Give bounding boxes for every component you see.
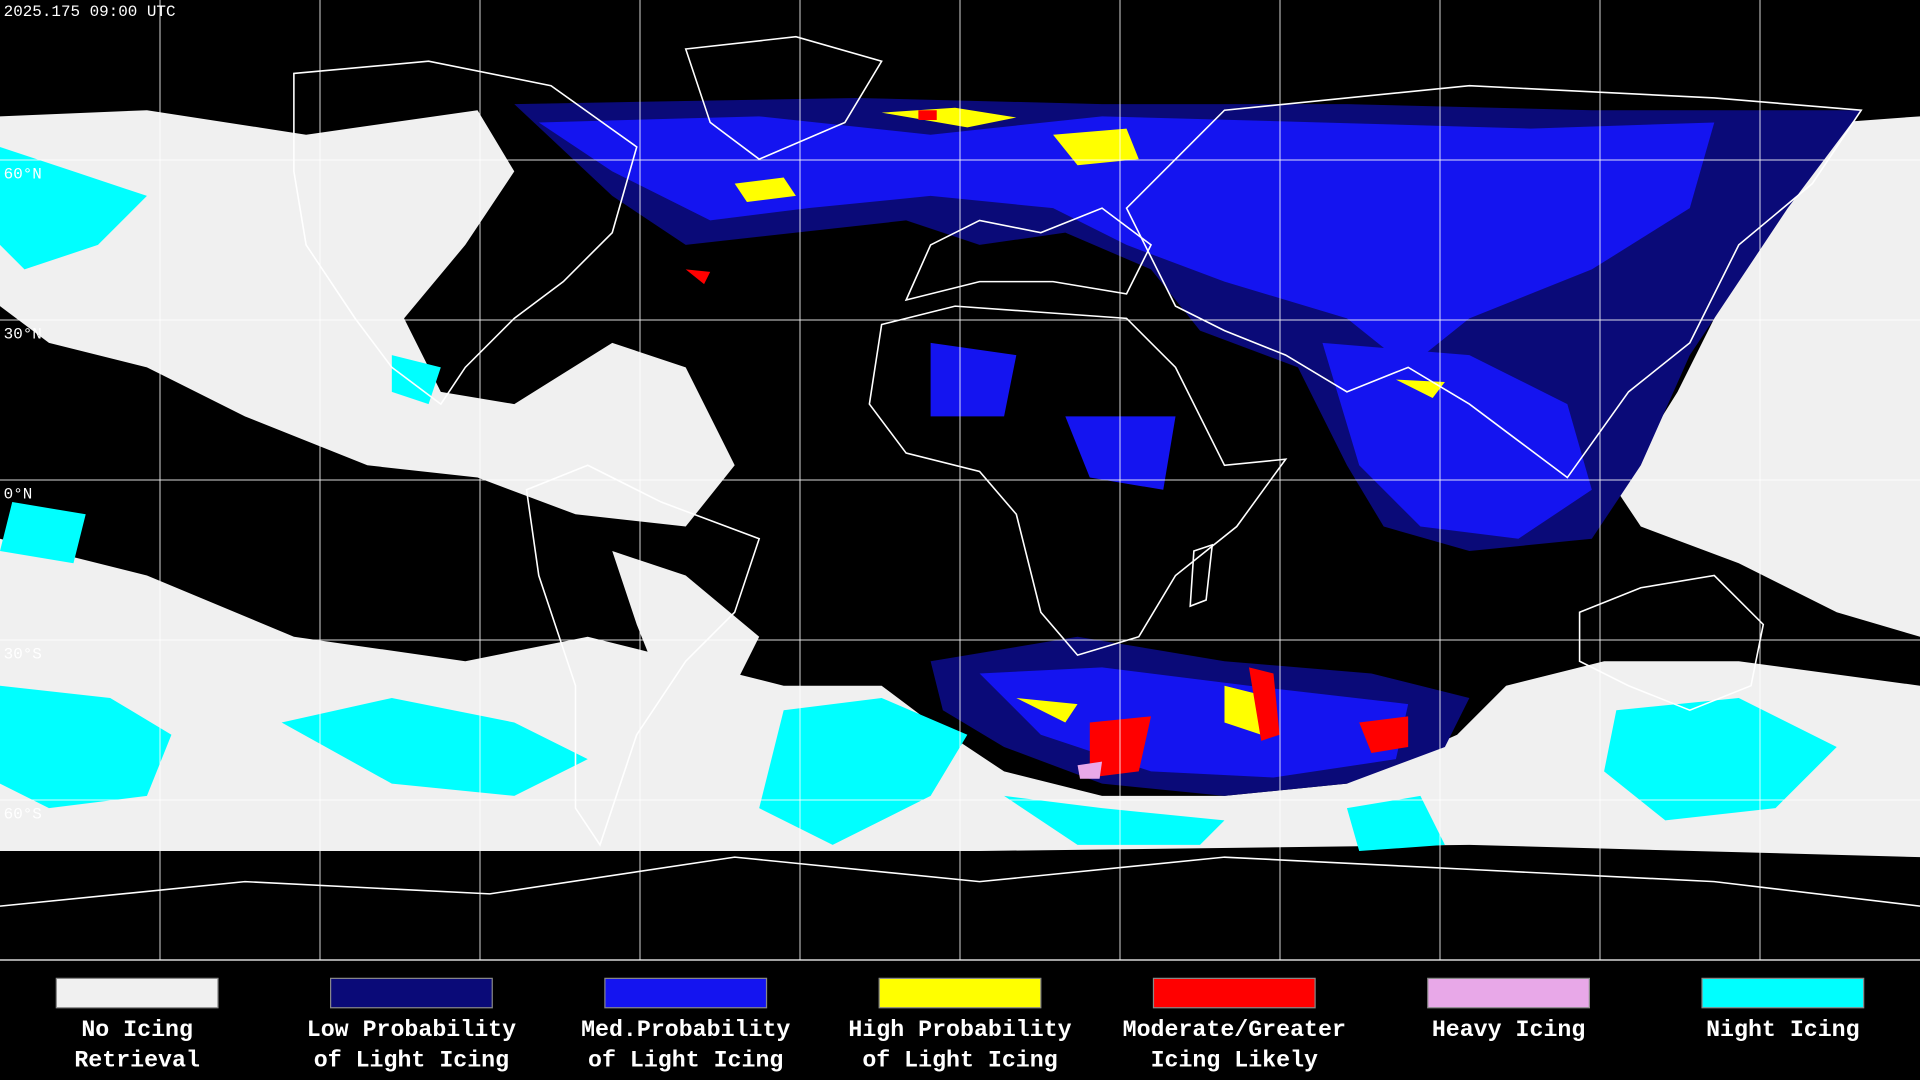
night-icing-area: [0, 146, 172, 809]
latitude-label: 60°N: [4, 165, 42, 183]
legend-label: Heavy Icing: [1432, 1017, 1585, 1043]
legend-label: Night Icing: [1706, 1017, 1859, 1043]
legend-swatch: [1427, 977, 1590, 1009]
legend-label: of Light Icing: [588, 1048, 783, 1074]
coastline: [525, 464, 761, 847]
legend-label: Low Probability: [307, 1017, 516, 1043]
legend-swatch: [1701, 977, 1865, 1009]
coastline: [0, 856, 1920, 907]
latitude-label: 0°N: [4, 485, 33, 503]
legend-label: Med.Probability: [581, 1017, 790, 1043]
night-icing-area: [281, 697, 1225, 845]
legend-swatch: [330, 977, 493, 1009]
coastline: [1578, 574, 1765, 712]
latitude-label: 30°N: [4, 325, 42, 343]
legend-swatch: [878, 977, 1042, 1009]
legend-label: of Light Icing: [862, 1048, 1057, 1074]
heavy-icing-area: [1077, 761, 1103, 779]
legend-label: No Icing: [81, 1017, 193, 1043]
legend-swatch: [1152, 977, 1316, 1009]
labels: 2025.175 09:00 UTC 60°N 30°N 0°N 30°S 60°S: [4, 3, 176, 823]
latitude-label: 30°S: [4, 645, 42, 663]
coastlines: [0, 35, 1920, 907]
legend-label: High Probability: [848, 1017, 1071, 1043]
coastline: [684, 35, 883, 161]
med-probability-area: [538, 116, 1715, 368]
coastline: [1189, 543, 1214, 608]
no-icing-area: [0, 110, 735, 527]
legend-label: Retrieval: [74, 1048, 200, 1074]
graticule: [0, 0, 1920, 961]
coastline: [293, 60, 638, 406]
latitude-label: 60°S: [4, 805, 42, 823]
coastline: [1125, 84, 1863, 479]
timestamp: 2025.175 09:00 UTC: [4, 3, 176, 21]
coastline: [904, 207, 1153, 302]
legend-label: Icing Likely: [1151, 1048, 1318, 1074]
legend: No Icing Retrieval Low Probability of Light…: [55, 977, 1865, 1074]
legend-swatch: [55, 977, 219, 1009]
legend-swatch: [604, 977, 768, 1009]
night-icing-area: [391, 355, 1837, 852]
no-icing-area: [612, 551, 760, 686]
med-probability-area: [979, 667, 1409, 778]
coastline: [868, 305, 1288, 657]
legend-label: Moderate/Greater: [1123, 1017, 1346, 1043]
legend-label: of Light Icing: [314, 1048, 509, 1074]
no-icing-area: [1616, 116, 1920, 637]
